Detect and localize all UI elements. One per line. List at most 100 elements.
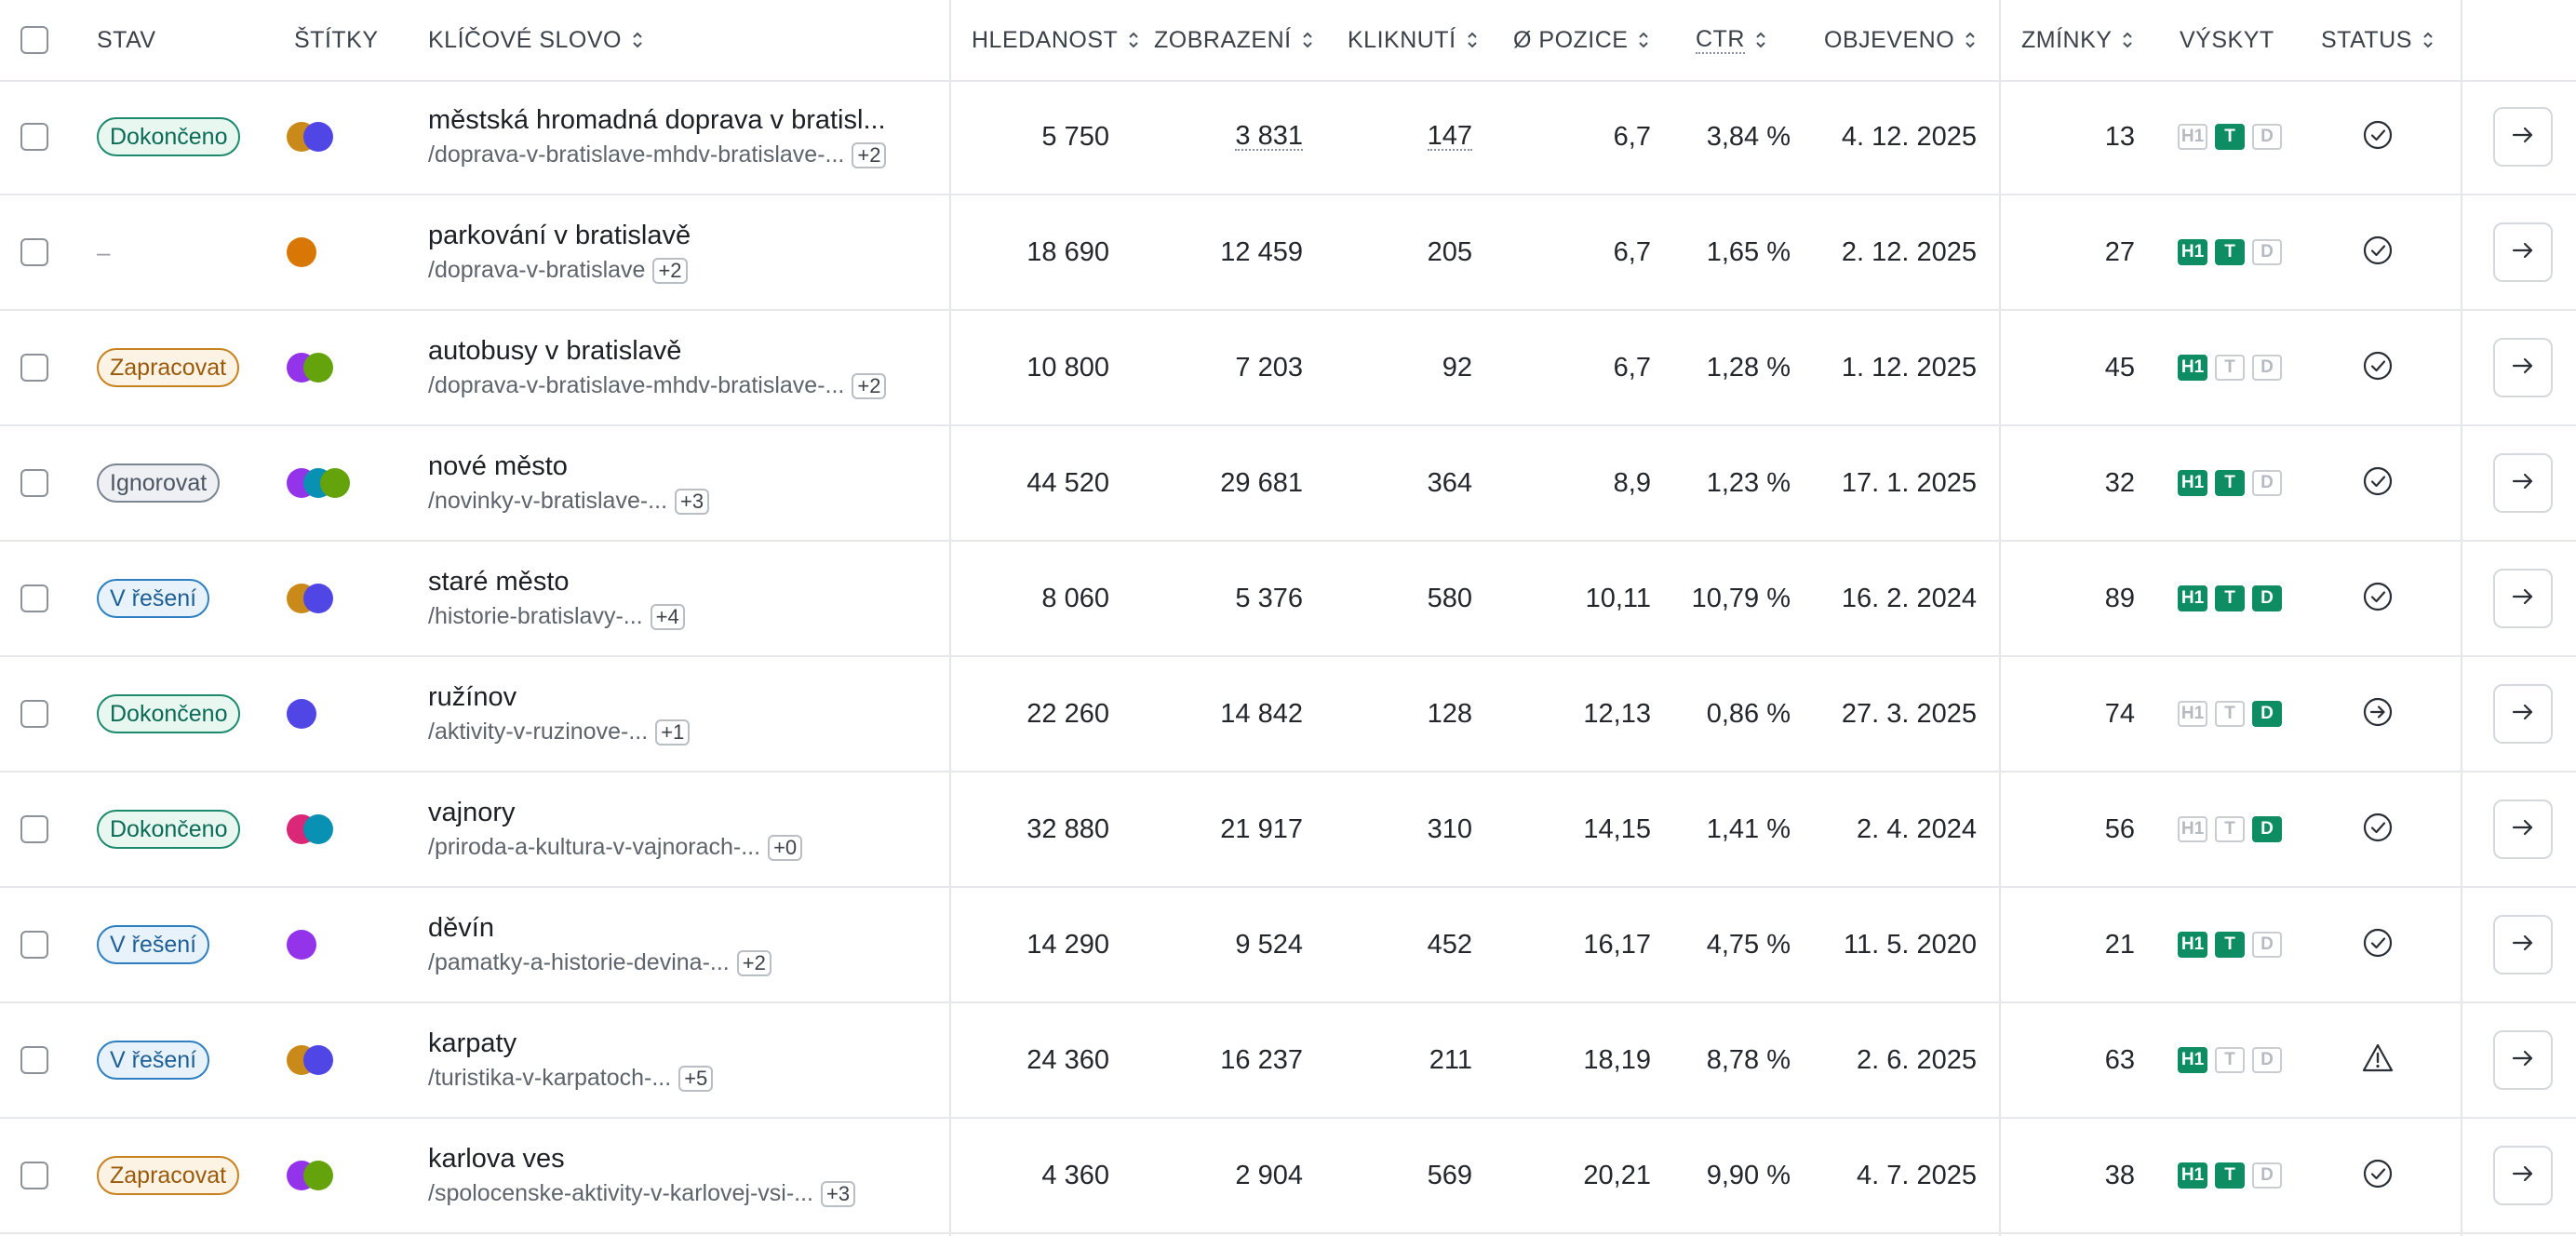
header-kliknuti-label[interactable]: KLIKNUTÍ [1348,26,1456,53]
open-detail-button[interactable] [2493,222,2553,282]
label-dots[interactable] [287,930,316,960]
header-status-label[interactable]: STATUS [2321,26,2412,53]
pozice-cell: 6,7 [1489,195,1651,309]
label-dots[interactable] [287,1161,333,1190]
row-checkbox[interactable] [20,815,48,843]
header-objeveno[interactable]: OBJEVENO [1824,0,1977,80]
more-urls-badge[interactable]: +2 [652,257,688,284]
sort-icon[interactable] [2422,30,2435,50]
header-hledanost[interactable]: HLEDANOST [972,0,1140,80]
more-urls-badge[interactable]: +1 [655,719,691,746]
keyword-title[interactable]: parkování v bratislavě [428,221,691,250]
open-detail-button[interactable] [2493,107,2553,167]
label-dots[interactable] [287,584,333,613]
sort-icon[interactable] [1466,30,1479,50]
status-badge[interactable]: V řešení [97,1041,210,1080]
table-row[interactable]: Zapracovat autobusy v bratislavě/doprava-… [0,311,2576,426]
table-row[interactable]: V řešení staré město/historie-bratislavy-… [0,542,2576,657]
row-checkbox[interactable] [20,931,48,959]
header-keyword-label[interactable]: KLÍČOVÉ SLOVO [428,26,622,53]
keyword-title[interactable]: ružínov [428,682,517,712]
more-urls-badge[interactable]: +4 [650,603,685,630]
open-detail-button[interactable] [2493,338,2553,397]
open-detail-button[interactable] [2493,453,2553,513]
open-detail-button[interactable] [2493,1030,2553,1090]
table-row[interactable]: Zapracovat karlova ves/spolocenske-aktivi… [0,1119,2576,1234]
keyword-title[interactable]: karlova ves [428,1144,565,1174]
open-detail-button[interactable] [2493,799,2553,859]
label-dots[interactable] [287,353,333,383]
header-status[interactable]: STATUS [2321,0,2435,80]
status-badge[interactable]: Zapracovat [97,348,240,387]
header-ctr-label[interactable]: CTR [1696,26,1745,54]
open-detail-button[interactable] [2493,684,2553,744]
row-checkbox[interactable] [20,1162,48,1189]
sort-icon[interactable] [631,30,644,50]
sort-icon[interactable] [1637,30,1650,50]
row-checkbox[interactable] [20,584,48,612]
table-row[interactable]: V řešení děvín/pamatky-a-historie-devina-… [0,888,2576,1003]
table-row[interactable]: Ignorovat nové město/novinky-v-bratislave… [0,426,2576,542]
row-checkbox[interactable] [20,354,48,382]
header-pozice[interactable]: Ø POZICE [1513,0,1650,80]
keyword-title[interactable]: městská hromadná doprava v bratisl... [428,105,886,135]
status-badge[interactable]: Zapracovat [97,1156,240,1195]
header-zobrazeni-label[interactable]: ZOBRAZENÍ [1154,26,1292,53]
sort-icon[interactable] [1301,30,1314,50]
more-urls-badge[interactable]: +3 [821,1180,856,1207]
select-all-checkbox-cell[interactable] [20,0,58,80]
status-badge[interactable]: Ignorovat [97,464,221,503]
header-kliknuti[interactable]: KLIKNUTÍ [1348,0,1479,80]
sort-icon[interactable] [2121,30,2134,50]
label-dots[interactable] [287,122,333,152]
table-row[interactable]: Dokončeno ružínov/aktivity-v-ruzinove-...… [0,657,2576,772]
row-checkbox[interactable] [20,123,48,151]
more-urls-badge[interactable]: +2 [852,141,887,168]
sort-icon[interactable] [1127,30,1140,50]
more-urls-badge[interactable]: +3 [675,488,710,515]
row-checkbox[interactable] [20,700,48,728]
row-checkbox[interactable] [20,469,48,497]
label-dots[interactable] [287,468,350,498]
status-badge[interactable]: Dokončeno [97,694,241,733]
keyword-title[interactable]: karpaty [428,1028,517,1058]
sort-icon[interactable] [1754,30,1767,50]
more-urls-badge[interactable]: +0 [768,834,803,861]
header-zobrazeni[interactable]: ZOBRAZENÍ [1154,0,1314,80]
header-hledanost-label[interactable]: HLEDANOST [972,26,1119,53]
keyword-title[interactable]: nové město [428,451,568,481]
header-objeveno-label[interactable]: OBJEVENO [1824,26,1955,53]
more-urls-badge[interactable]: +5 [678,1065,714,1092]
table-row[interactable]: Dokončeno městská hromadná doprava v brat… [0,80,2576,195]
header-zminky[interactable]: ZMÍNKY [2021,0,2134,80]
header-pozice-label[interactable]: Ø POZICE [1513,26,1629,53]
label-dots[interactable] [287,814,333,844]
open-detail-button[interactable] [2493,1146,2553,1205]
status-badge[interactable]: V řešení [97,579,210,618]
open-detail-button[interactable] [2493,569,2553,628]
row-checkbox[interactable] [20,238,48,266]
status-badge[interactable]: Dokončeno [97,810,241,849]
row-checkbox[interactable] [20,1046,48,1074]
header-zminky-label[interactable]: ZMÍNKY [2021,26,2113,53]
status-badge[interactable]: V řešení [97,925,210,964]
zminky-value: 38 [2104,1160,2135,1190]
keyword-title[interactable]: děvín [428,913,494,943]
keyword-title[interactable]: vajnory [428,798,516,827]
sort-icon[interactable] [1964,30,1977,50]
table-row[interactable]: – parkování v bratislavě/doprava-v-bratis… [0,195,2576,311]
more-urls-badge[interactable]: +2 [736,949,771,976]
label-dots[interactable] [287,1045,333,1075]
header-ctr[interactable]: CTR [1696,0,1767,80]
keyword-title[interactable]: staré město [428,567,570,597]
select-all-checkbox[interactable] [20,26,48,54]
table-row[interactable]: Dokončeno vajnory/priroda-a-kultura-v-vaj… [0,772,2576,888]
label-dots[interactable] [287,699,316,729]
status-badge[interactable]: Dokončeno [97,117,241,156]
more-urls-badge[interactable]: +2 [852,372,887,399]
header-keyword[interactable]: KLÍČOVÉ SLOVO [428,0,644,80]
open-detail-button[interactable] [2493,915,2553,974]
label-dots[interactable] [287,237,316,267]
keyword-title[interactable]: autobusy v bratislavě [428,336,682,366]
table-row[interactable]: V řešení karpaty/turistika-v-karpatoch-..… [0,1003,2576,1119]
